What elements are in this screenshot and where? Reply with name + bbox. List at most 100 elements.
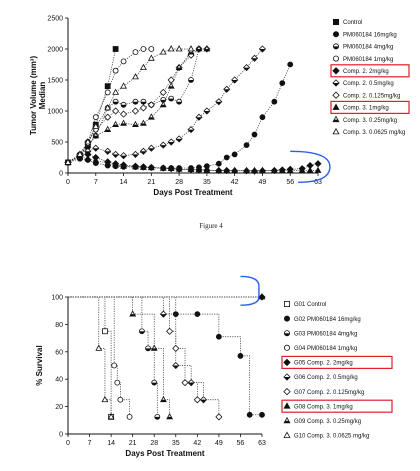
legend-marker [283, 315, 290, 322]
data-point-fill [112, 154, 119, 158]
data-point-fill [148, 148, 155, 152]
data-point [92, 156, 100, 164]
data-point-fill [168, 98, 174, 102]
data-point-fill [132, 124, 139, 127]
legend-label: Comp. 3. 0.25mg/kg [343, 118, 397, 124]
data-point-fill [259, 49, 266, 52]
legend-label: G09 Comp. 3. 0.25mg/kg [294, 419, 361, 425]
data-point-fill [154, 416, 160, 420]
data-point-fill [195, 117, 202, 121]
x-tick-label: 49 [259, 179, 267, 186]
data-point [259, 114, 266, 121]
data-point [159, 48, 167, 55]
data-point [147, 163, 155, 171]
legend-marker-fill [333, 46, 339, 49]
data-point-fill [188, 52, 194, 55]
y-tick-label: 1500 [47, 78, 63, 85]
data-point [112, 88, 120, 95]
data-point [148, 46, 155, 52]
y-axis-title-line: % Survival [35, 345, 44, 385]
data-point [102, 328, 108, 335]
data-point [215, 166, 223, 173]
x-tick-label: 56 [237, 440, 245, 447]
y-tick-label: 1000 [47, 109, 63, 116]
legend-label: G01 Control [294, 302, 326, 308]
x-tick-label: 28 [150, 440, 158, 447]
data-point-fill [168, 86, 174, 89]
data-point [314, 166, 322, 173]
data-point [131, 107, 140, 115]
series-line [67, 64, 291, 169]
x-tick-label: 63 [314, 179, 322, 186]
series-line [67, 48, 207, 163]
data-point-fill [176, 138, 183, 142]
x-tick-label: 63 [258, 440, 266, 447]
data-point [104, 159, 112, 166]
y-tick-label: 100 [51, 295, 63, 302]
data-point [215, 413, 223, 421]
data-point [258, 293, 266, 300]
data-point [193, 396, 201, 404]
data-point [140, 46, 147, 52]
legend-highlight-box [330, 100, 410, 115]
data-point [287, 61, 294, 68]
data-point [112, 46, 119, 52]
data-point [167, 164, 175, 172]
data-point [120, 162, 127, 169]
x-tick-label: 35 [203, 179, 211, 186]
data-point [101, 395, 109, 403]
legend-marker [283, 387, 291, 396]
data-point-fill [132, 101, 138, 105]
data-point [279, 80, 286, 86]
data-point [251, 166, 258, 173]
y-tick-label: 2000 [47, 47, 63, 54]
legend-label: PM060184 16mg/kg [343, 32, 397, 38]
legend-label: Control [343, 20, 362, 26]
data-point [270, 166, 278, 173]
data-point-fill [93, 135, 99, 138]
data-point [237, 353, 244, 359]
data-point [314, 160, 322, 168]
data-point [147, 101, 155, 109]
data-point [84, 154, 92, 162]
x-tick-label: 7 [88, 440, 92, 447]
x-tick-label: 21 [147, 179, 155, 186]
data-point-fill [223, 89, 230, 93]
data-point-fill [176, 101, 182, 105]
legend-highlight-box [281, 399, 393, 413]
y-axis-title: Tumor Volume (mm³)Median [29, 56, 47, 136]
survival-chart: 0 20 40 60 80 100 0 7 14 21 28 35 42 49 56 63 Days Post … [35, 275, 393, 458]
data-point-fill [188, 129, 195, 133]
data-point-fill [188, 80, 194, 83]
data-point-fill [204, 49, 210, 51]
y-tick-label: 500 [51, 140, 63, 147]
data-point [132, 73, 139, 80]
data-point-fill [151, 348, 157, 351]
legend-label: G07 Comp. 2. 0.125mg/kg [294, 390, 364, 396]
data-point-fill [160, 314, 167, 318]
data-point [132, 49, 139, 55]
data-point [104, 89, 111, 96]
legend-label: G04 PM060184 1mg/kg [294, 346, 357, 352]
data-point-fill [121, 104, 127, 108]
legend-label: Comp. 2. 0.5mg/kg [343, 81, 394, 87]
data-point [194, 311, 201, 318]
data-point [167, 45, 175, 52]
data-point [111, 362, 118, 369]
data-point-fill [243, 67, 250, 71]
data-point [251, 131, 258, 138]
data-point [286, 166, 294, 173]
data-point-fill [140, 101, 146, 105]
data-point [76, 150, 84, 157]
legend-label: G08 Comp. 3. 1mg/kg [294, 404, 353, 410]
x-axis-title: Days Post Treatment [153, 188, 232, 197]
data-point-fill [148, 117, 155, 120]
data-point-fill [231, 80, 238, 83]
legend-marker [332, 31, 339, 38]
data-point-fill [188, 382, 195, 386]
data-point [187, 165, 195, 172]
legend-marker-fill [284, 333, 290, 336]
data-point [166, 327, 174, 335]
data-point [132, 162, 139, 170]
